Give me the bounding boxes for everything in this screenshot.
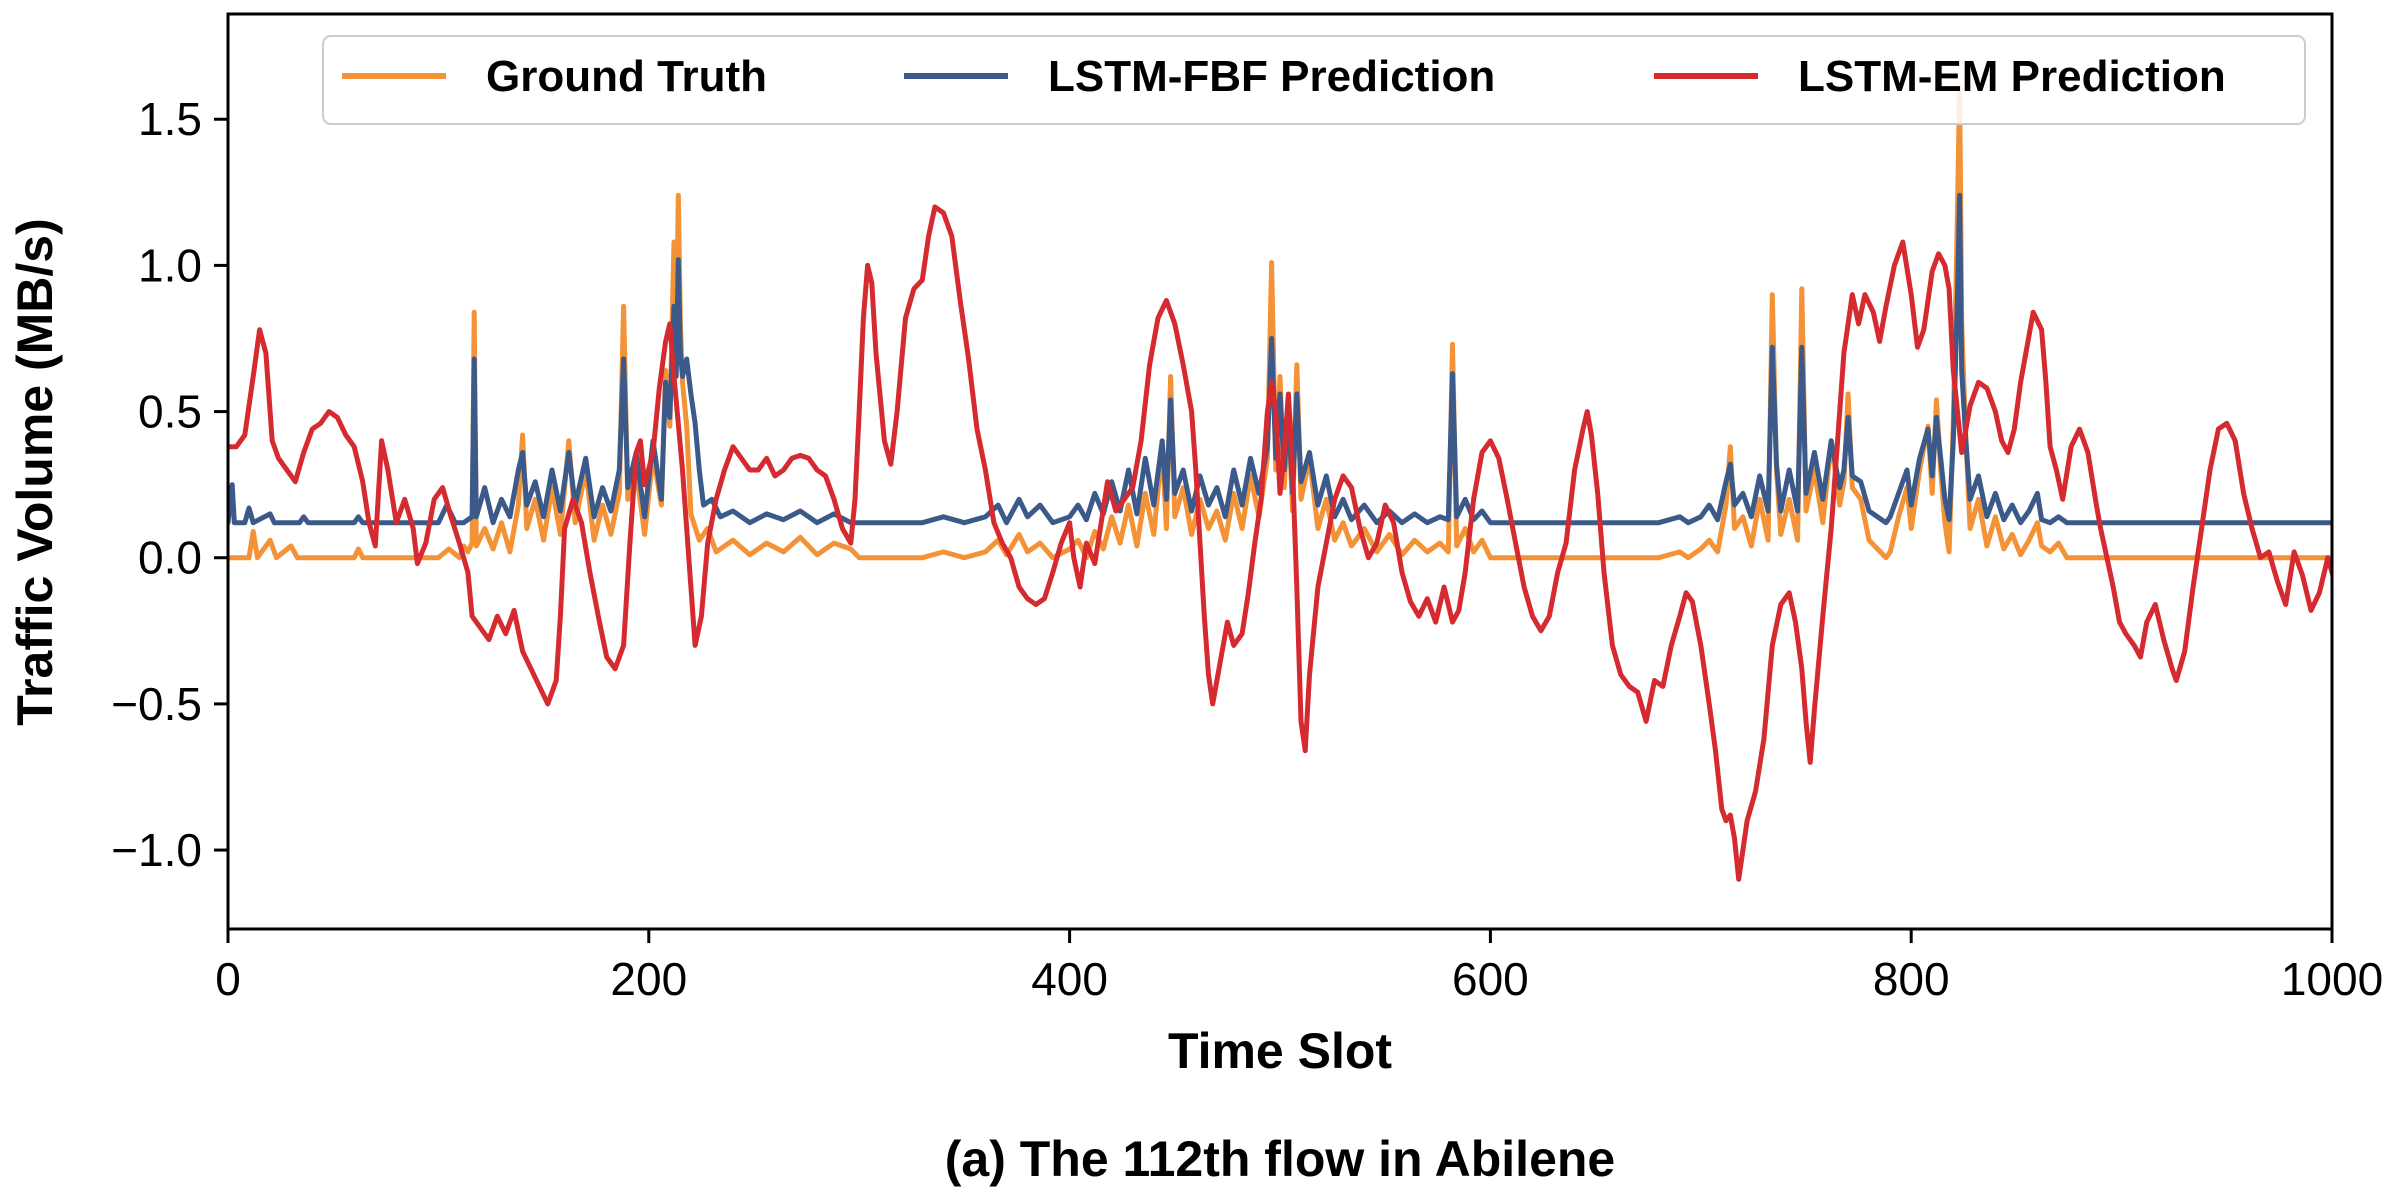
x-axis-title: Time Slot (1168, 1023, 1392, 1079)
y-tick-label: 1.0 (138, 239, 202, 291)
y-tick-label: −1.0 (111, 824, 202, 876)
x-tick-label: 1000 (2281, 953, 2383, 1005)
x-tick-label: 400 (1031, 953, 1108, 1005)
plot-area (226, 12, 2334, 931)
y-axis-ticks: −1.0 −0.5 0.0 0.5 1.0 1.5 (111, 93, 228, 876)
x-axis-ticks: 0 200 400 600 800 1000 (215, 929, 2383, 1005)
legend-label-ground-truth: Ground Truth (486, 52, 767, 101)
legend-label-lstm-em: LSTM-EM Prediction (1798, 52, 2226, 101)
x-tick-label: 800 (1873, 953, 1950, 1005)
x-tick-label: 0 (215, 953, 241, 1005)
plot-frame (226, 12, 2334, 931)
legend-label-lstm-fbf: LSTM-FBF Prediction (1048, 52, 1495, 101)
y-tick-label: 0.5 (138, 386, 202, 438)
x-tick-label: 200 (610, 953, 687, 1005)
x-tick-label: 600 (1452, 953, 1529, 1005)
legend-box (322, 35, 2306, 125)
y-tick-label: −0.5 (111, 678, 202, 730)
y-tick-label: 0.0 (138, 532, 202, 584)
legend: Ground Truth LSTM-FBF Prediction LSTM-EM… (322, 35, 2306, 125)
series-group (228, 84, 2332, 882)
figure-caption: (a) The 112th flow in Abilene (945, 1131, 1615, 1187)
y-tick-label: 1.5 (138, 93, 202, 145)
series-line-lstm-em-prediction (228, 204, 2332, 882)
y-axis-title: Traffic Volume (MB/s) (7, 218, 63, 725)
